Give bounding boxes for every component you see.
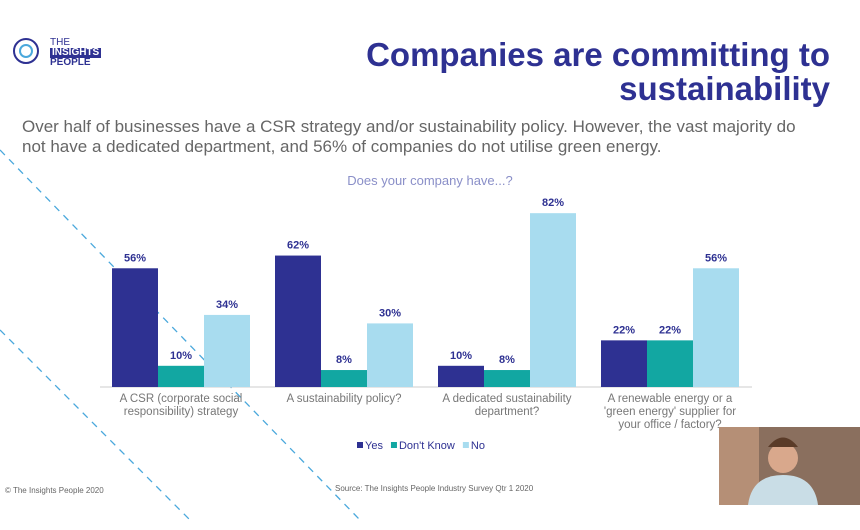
bar xyxy=(484,370,530,387)
bar xyxy=(438,365,484,387)
x-tick-label: A dedicated sustainability department? xyxy=(442,393,572,418)
value-label: 56% xyxy=(124,252,146,264)
value-label: 22% xyxy=(613,324,635,336)
bar xyxy=(321,370,367,387)
logo: THE INSIGHTS PEOPLE xyxy=(50,37,102,68)
x-tick-label: A renewable energy or a 'green energy' s… xyxy=(603,393,737,431)
legend-label: Don't Know xyxy=(399,440,455,452)
value-label: 34% xyxy=(216,299,238,311)
bar xyxy=(112,268,158,387)
bar xyxy=(601,340,647,387)
value-label: 82% xyxy=(542,197,564,209)
value-label: 8% xyxy=(499,354,515,366)
x-tick-label: A CSR (corporate social responsibility) … xyxy=(119,393,243,418)
bar xyxy=(204,314,250,387)
legend-label: Yes xyxy=(365,440,383,452)
legend-swatch xyxy=(357,442,363,448)
bar xyxy=(530,213,576,387)
value-label: 56% xyxy=(705,252,727,264)
legend-label: No xyxy=(471,440,485,452)
bar xyxy=(158,365,204,387)
logo-text: PEOPLE xyxy=(50,57,91,68)
bar xyxy=(275,255,321,387)
value-label: 8% xyxy=(336,354,352,366)
source: Source: The Insights People Industry Sur… xyxy=(335,484,534,493)
value-label: 10% xyxy=(450,350,472,362)
heading: Companies are committing to sustainabili… xyxy=(366,36,830,107)
summary: Over half of businesses have a CSR strat… xyxy=(22,117,796,156)
x-tick-label: A sustainability policy? xyxy=(286,393,402,405)
chart-title: Does your company have...? xyxy=(347,173,513,188)
value-label: 62% xyxy=(287,240,309,252)
value-label: 10% xyxy=(170,350,192,362)
bar xyxy=(647,340,693,387)
value-label: 30% xyxy=(379,307,401,319)
legend-swatch xyxy=(462,442,469,448)
bar xyxy=(367,323,413,387)
legend-swatch xyxy=(390,442,397,448)
logo-icon xyxy=(13,38,39,64)
copyright: © The Insights People 2020 xyxy=(5,486,104,495)
decoration xyxy=(0,149,361,521)
bar xyxy=(693,268,739,387)
value-label: 22% xyxy=(659,324,681,336)
webcam xyxy=(719,427,860,505)
logo-text: INSIGHTS xyxy=(50,47,102,58)
logo-text: THE xyxy=(50,37,70,48)
